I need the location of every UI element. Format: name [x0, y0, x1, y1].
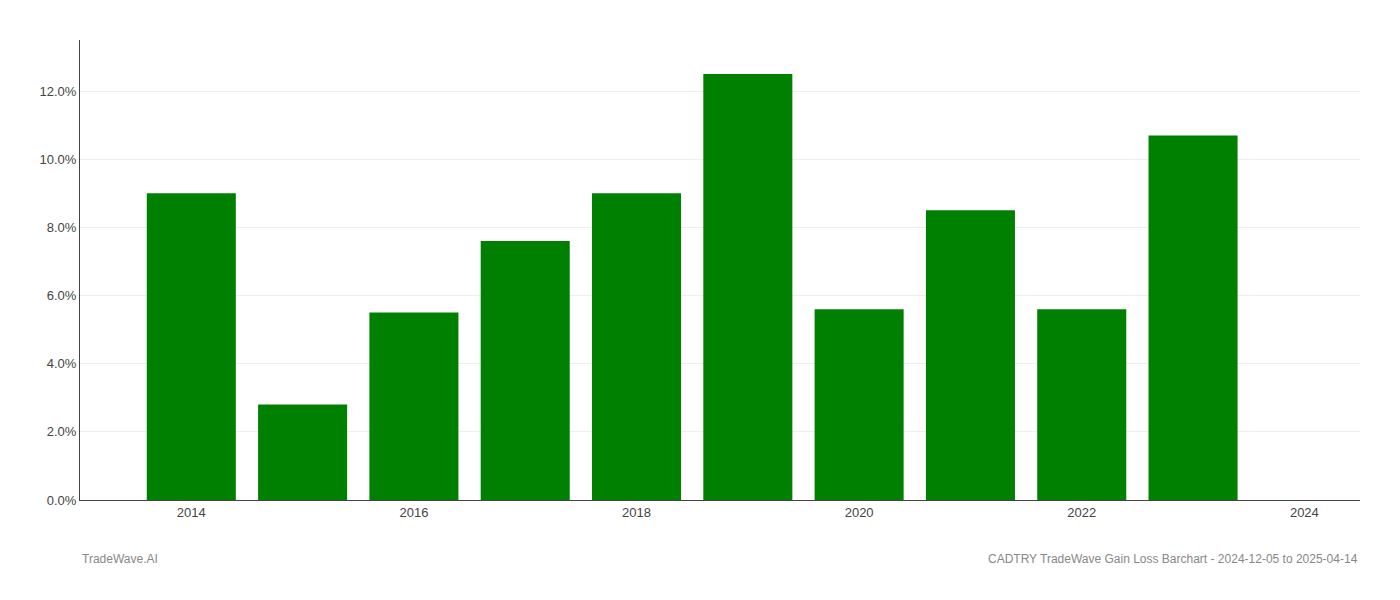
svg-text:2022: 2022 — [1067, 505, 1096, 520]
svg-text:0.0%: 0.0% — [47, 493, 77, 508]
svg-text:10.0%: 10.0% — [40, 152, 77, 167]
svg-text:2014: 2014 — [177, 505, 206, 520]
svg-text:6.0%: 6.0% — [47, 288, 77, 303]
svg-text:TradeWave.AI: TradeWave.AI — [82, 552, 158, 566]
svg-text:2020: 2020 — [845, 505, 874, 520]
svg-text:2.0%: 2.0% — [47, 424, 77, 439]
svg-text:CADTRY TradeWave Gain Loss Bar: CADTRY TradeWave Gain Loss Barchart - 20… — [988, 552, 1358, 566]
svg-text:4.0%: 4.0% — [47, 356, 77, 371]
svg-text:2016: 2016 — [399, 505, 428, 520]
svg-text:2024: 2024 — [1290, 505, 1319, 520]
svg-text:2018: 2018 — [622, 505, 651, 520]
svg-text:12.0%: 12.0% — [40, 84, 77, 99]
svg-text:8.0%: 8.0% — [47, 220, 77, 235]
